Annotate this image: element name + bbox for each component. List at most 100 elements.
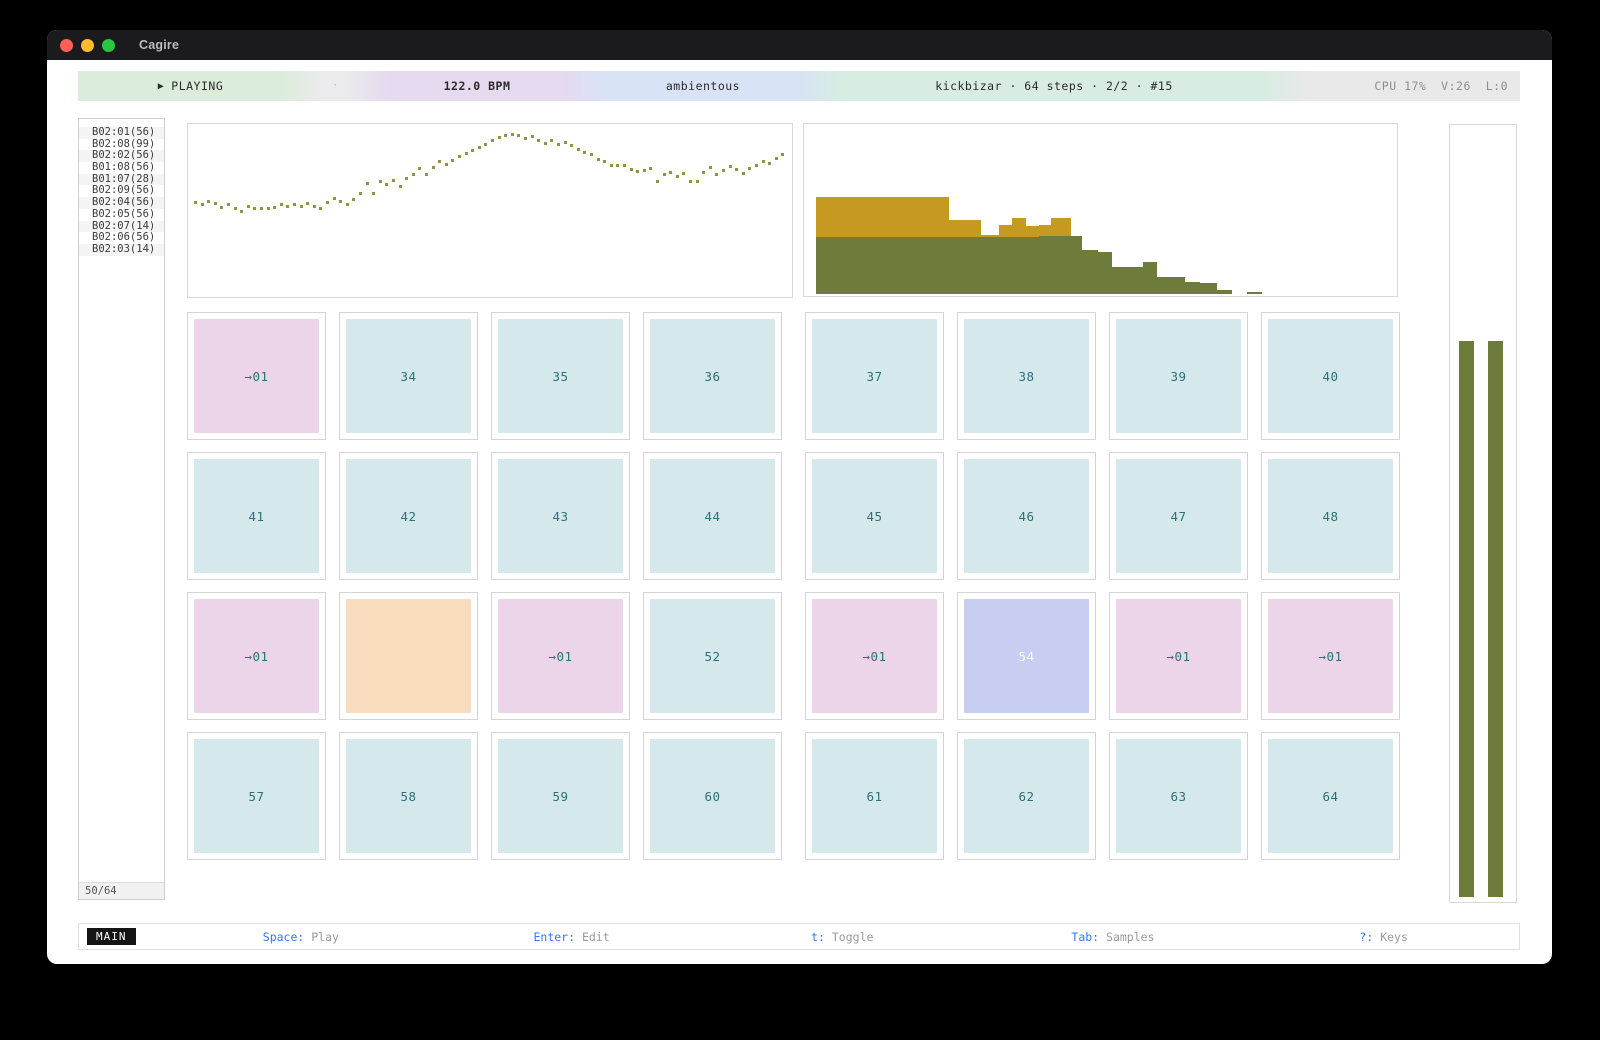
histogram-bar-green (1012, 237, 1027, 294)
step-cell[interactable]: 63 (1109, 732, 1248, 860)
histogram-bar-green (1112, 266, 1143, 294)
step-cell[interactable]: 43 (491, 452, 630, 580)
step-pad-39[interactable]: 39 (1116, 319, 1241, 433)
step-pad-45[interactable]: 45 (812, 459, 937, 573)
step-cell[interactable]: →01 (1261, 592, 1400, 720)
sample-list-item[interactable]: B02:03(14) (79, 243, 164, 256)
step-pad-label: 35 (552, 368, 569, 384)
step-cell[interactable]: 40 (1261, 312, 1400, 440)
step-pad-62[interactable]: 62 (964, 739, 1089, 853)
sample-list-item[interactable]: B01:07(28) (79, 173, 164, 186)
step-cell[interactable]: →01 (1109, 592, 1248, 720)
step-pad-46[interactable]: 46 (964, 459, 1089, 573)
step-pad-60[interactable]: 60 (650, 739, 775, 853)
step-pad-36[interactable]: 36 (650, 319, 775, 433)
step-cell[interactable]: →01 (187, 592, 326, 720)
curve-dot (312, 205, 316, 209)
step-cell[interactable]: 47 (1109, 452, 1248, 580)
step-pad-42[interactable]: 42 (346, 459, 471, 573)
step-cell[interactable]: 38 (957, 312, 1096, 440)
step-cell[interactable]: 52 (643, 592, 782, 720)
sample-list-item[interactable]: B02:01(56) (79, 126, 164, 139)
step-cell[interactable]: 41 (187, 452, 326, 580)
step-pad-→01[interactable]: →01 (194, 319, 319, 433)
step-cell[interactable]: 60 (643, 732, 782, 860)
sample-list-item[interactable]: B02:04(56) (79, 196, 164, 209)
step-cell[interactable]: 59 (491, 732, 630, 860)
curve-dot (755, 163, 758, 167)
step-pad-38[interactable]: 38 (964, 319, 1089, 433)
step-pad-→01[interactable]: →01 (812, 599, 937, 713)
step-cell[interactable]: 45 (805, 452, 944, 580)
zoom-button[interactable] (102, 38, 115, 52)
sample-list-item[interactable]: B02:08(99) (92, 137, 156, 150)
mode-display[interactable]: ambientous (665, 79, 741, 93)
step-pad-blank[interactable] (346, 599, 471, 713)
step-pad-→01[interactable]: →01 (194, 599, 319, 713)
step-cell[interactable]: 48 (1261, 452, 1400, 580)
step-pad-label: 41 (248, 508, 265, 524)
sample-list-item[interactable]: B02:06(56) (92, 231, 156, 244)
step-pad-58[interactable]: 58 (346, 739, 471, 853)
step-pad-37[interactable]: 37 (812, 319, 937, 433)
curve-dot (405, 176, 409, 180)
step-pad-→01[interactable]: →01 (1268, 599, 1393, 713)
sample-list-item[interactable]: B02:09(56) (92, 184, 156, 197)
histogram-bar-green (1217, 289, 1233, 294)
bpm-display[interactable]: 122.0 BPM (443, 79, 511, 93)
step-cell[interactable]: 39 (1109, 312, 1248, 440)
step-pad-label: 47 (1170, 508, 1187, 524)
step-cell[interactable]: 34 (339, 312, 478, 440)
step-pad-→01[interactable]: →01 (498, 599, 623, 713)
histogram-bar-gold (999, 225, 1013, 238)
step-cell[interactable]: 46 (957, 452, 1096, 580)
curve-dot (557, 143, 560, 147)
step-pad-63[interactable]: 63 (1116, 739, 1241, 853)
close-button[interactable] (60, 38, 73, 52)
mode-badge: MAIN (87, 928, 136, 945)
step-cell[interactable]: 44 (643, 452, 782, 580)
step-pad-35[interactable]: 35 (498, 319, 623, 433)
step-cell[interactable] (339, 592, 478, 720)
step-cell[interactable]: 61 (805, 732, 944, 860)
step-pad-59[interactable]: 59 (498, 739, 623, 853)
step-cell[interactable]: 35 (491, 312, 630, 440)
transport-status[interactable]: ▶ PLAYING (78, 71, 303, 101)
sample-list-item[interactable]: B02:05(56) (92, 207, 156, 220)
step-pad-label: 40 (1322, 368, 1339, 384)
step-pad-44[interactable]: 44 (650, 459, 775, 573)
step-cell[interactable]: →01 (805, 592, 944, 720)
step-pad-61[interactable]: 61 (812, 739, 937, 853)
step-cell[interactable]: 54 (957, 592, 1096, 720)
step-pad-34[interactable]: 34 (346, 319, 471, 433)
step-pad-47[interactable]: 47 (1116, 459, 1241, 573)
step-cell[interactable]: 36 (643, 312, 782, 440)
step-cell[interactable]: →01 (491, 592, 630, 720)
step-cell[interactable]: 58 (339, 732, 478, 860)
step-cell[interactable]: 64 (1261, 732, 1400, 860)
step-pad-label: 34 (400, 368, 417, 384)
step-pad-64[interactable]: 64 (1268, 739, 1393, 853)
step-cell[interactable]: 62 (957, 732, 1096, 860)
sample-list-item[interactable]: B02:07(14) (79, 220, 164, 233)
step-pad-40[interactable]: 40 (1268, 319, 1393, 433)
step-pad-label: 59 (552, 788, 569, 804)
curve-dot (715, 173, 719, 177)
curve-dot (642, 168, 646, 172)
step-cell[interactable]: 57 (187, 732, 326, 860)
step-pad-48[interactable]: 48 (1268, 459, 1393, 573)
shortcut-tab: Tab: Samples (978, 930, 1249, 944)
sample-list-item[interactable]: B01:08(56) (92, 161, 156, 174)
minimize-button[interactable] (81, 38, 94, 52)
step-cell[interactable]: 37 (805, 312, 944, 440)
step-pad-→01[interactable]: →01 (1116, 599, 1241, 713)
step-pad-57[interactable]: 57 (194, 739, 319, 853)
curve-dot (590, 153, 593, 157)
step-pad-41[interactable]: 41 (194, 459, 319, 573)
step-pad-54[interactable]: 54 (964, 599, 1089, 713)
sample-list-item[interactable]: B02:02(56) (79, 150, 164, 163)
step-pad-43[interactable]: 43 (498, 459, 623, 573)
step-pad-52[interactable]: 52 (650, 599, 775, 713)
step-cell[interactable]: →01 (187, 312, 326, 440)
step-cell[interactable]: 42 (339, 452, 478, 580)
